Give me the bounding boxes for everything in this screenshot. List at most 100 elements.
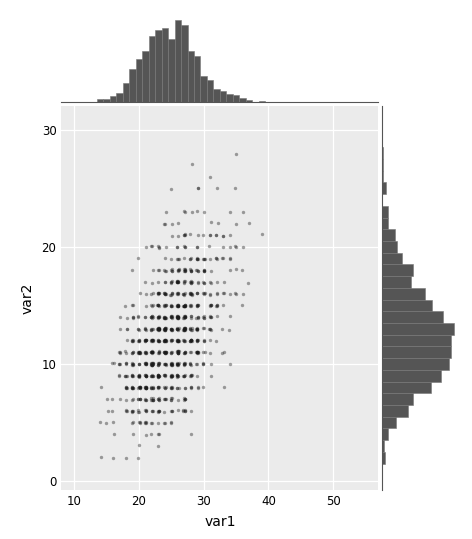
Point bbox=[141, 359, 148, 368]
Point bbox=[173, 359, 181, 368]
Point bbox=[174, 313, 181, 322]
Point bbox=[154, 300, 162, 309]
Point bbox=[143, 372, 150, 381]
Point bbox=[136, 383, 143, 392]
Point bbox=[154, 395, 162, 404]
Point bbox=[135, 407, 143, 416]
Point bbox=[180, 324, 188, 333]
Point bbox=[115, 360, 123, 368]
Point bbox=[149, 361, 156, 369]
Point bbox=[168, 370, 176, 379]
Point bbox=[142, 360, 149, 369]
Point bbox=[135, 324, 142, 333]
Point bbox=[154, 325, 161, 334]
Point bbox=[181, 313, 188, 322]
Point bbox=[206, 302, 213, 310]
Point bbox=[142, 406, 150, 415]
Point bbox=[175, 255, 183, 264]
Point bbox=[154, 360, 162, 369]
Point bbox=[179, 407, 187, 416]
Point bbox=[168, 266, 176, 275]
Point bbox=[148, 383, 155, 392]
Point bbox=[174, 289, 182, 298]
Point bbox=[174, 337, 182, 345]
Point bbox=[175, 348, 182, 357]
Point bbox=[201, 348, 208, 356]
Point bbox=[174, 361, 181, 369]
Point bbox=[174, 278, 181, 287]
Point bbox=[181, 266, 189, 275]
Point bbox=[135, 254, 142, 262]
Point bbox=[180, 337, 188, 345]
Point bbox=[161, 289, 169, 298]
Bar bbox=[187, 51, 194, 101]
Bar bbox=[382, 159, 383, 171]
Point bbox=[181, 243, 189, 252]
Point bbox=[122, 359, 130, 368]
Point bbox=[147, 348, 155, 357]
Point bbox=[173, 243, 181, 251]
Point bbox=[174, 302, 181, 310]
Point bbox=[168, 371, 176, 380]
Point bbox=[149, 314, 156, 322]
Point bbox=[193, 360, 200, 369]
Point bbox=[194, 301, 202, 309]
Point bbox=[161, 289, 169, 298]
Point bbox=[193, 347, 201, 356]
Point bbox=[154, 372, 161, 381]
Point bbox=[135, 372, 143, 381]
Point bbox=[193, 324, 201, 333]
Bar bbox=[142, 51, 149, 101]
Point bbox=[187, 266, 194, 275]
Point bbox=[181, 208, 189, 216]
Point bbox=[168, 384, 176, 392]
Point bbox=[181, 324, 189, 333]
Point bbox=[186, 301, 194, 310]
Point bbox=[168, 383, 175, 392]
Point bbox=[147, 396, 155, 404]
Point bbox=[161, 349, 169, 357]
Point bbox=[136, 371, 143, 380]
Point bbox=[180, 336, 188, 345]
Point bbox=[148, 371, 156, 380]
Point bbox=[187, 300, 194, 309]
Point bbox=[141, 278, 149, 286]
Point bbox=[168, 394, 175, 403]
Bar bbox=[155, 30, 161, 101]
Point bbox=[258, 230, 266, 238]
Point bbox=[193, 207, 201, 216]
Bar bbox=[194, 56, 201, 101]
Point bbox=[162, 382, 169, 391]
Point bbox=[219, 324, 226, 333]
Point bbox=[174, 349, 182, 357]
Point bbox=[149, 372, 156, 381]
Point bbox=[147, 419, 155, 427]
Point bbox=[135, 418, 143, 427]
Point bbox=[206, 312, 213, 321]
Point bbox=[141, 395, 149, 404]
Point bbox=[207, 313, 215, 321]
Point bbox=[149, 348, 157, 356]
Point bbox=[181, 348, 188, 357]
Point bbox=[116, 360, 124, 369]
Point bbox=[135, 370, 143, 379]
Point bbox=[181, 348, 189, 356]
Bar bbox=[207, 80, 213, 101]
Point bbox=[168, 326, 175, 334]
Point bbox=[155, 359, 162, 368]
Point bbox=[129, 360, 136, 368]
Point bbox=[174, 335, 181, 344]
Point bbox=[160, 324, 168, 333]
Point bbox=[239, 243, 247, 251]
Point bbox=[168, 359, 175, 368]
Point bbox=[232, 241, 239, 250]
Point bbox=[168, 406, 176, 415]
Point bbox=[135, 383, 142, 392]
Point bbox=[188, 324, 195, 333]
Point bbox=[147, 301, 155, 309]
Point bbox=[174, 288, 181, 297]
Point bbox=[148, 290, 155, 299]
Point bbox=[135, 348, 143, 357]
Point bbox=[200, 265, 207, 274]
Point bbox=[173, 372, 181, 381]
